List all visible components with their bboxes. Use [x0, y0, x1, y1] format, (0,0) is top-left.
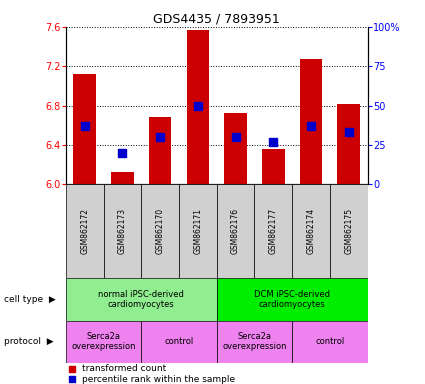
- Bar: [74, 74, 96, 184]
- Bar: [224, 114, 247, 184]
- Bar: [141, 321, 217, 363]
- Bar: [217, 278, 368, 321]
- Bar: [292, 184, 330, 278]
- Bar: [187, 30, 209, 184]
- Text: GSM862173: GSM862173: [118, 208, 127, 255]
- Bar: [337, 104, 360, 184]
- Point: [68, 366, 75, 372]
- Bar: [179, 184, 217, 278]
- Title: GDS4435 / 7893951: GDS4435 / 7893951: [153, 13, 280, 26]
- Bar: [141, 184, 179, 278]
- Bar: [66, 184, 104, 278]
- Point: [195, 103, 201, 109]
- Text: Serca2a
overexpression: Serca2a overexpression: [222, 332, 287, 351]
- Bar: [104, 184, 141, 278]
- Bar: [149, 118, 171, 184]
- Point: [270, 139, 277, 145]
- Bar: [300, 60, 322, 184]
- Text: GSM862171: GSM862171: [193, 209, 202, 254]
- Text: normal iPSC-derived
cardiomyocytes: normal iPSC-derived cardiomyocytes: [98, 290, 184, 309]
- Point: [68, 376, 75, 382]
- Bar: [111, 172, 134, 184]
- Point: [157, 134, 164, 140]
- Text: GSM862177: GSM862177: [269, 208, 278, 255]
- Bar: [217, 184, 255, 278]
- Point: [308, 123, 314, 129]
- Bar: [262, 149, 285, 184]
- Text: GSM862170: GSM862170: [156, 208, 164, 255]
- Text: GSM862175: GSM862175: [344, 208, 353, 255]
- Text: GSM862176: GSM862176: [231, 208, 240, 255]
- Text: control: control: [164, 337, 194, 346]
- Text: control: control: [315, 337, 345, 346]
- Text: transformed count: transformed count: [82, 364, 167, 373]
- Bar: [66, 278, 217, 321]
- Bar: [217, 321, 292, 363]
- Text: cell type  ▶: cell type ▶: [4, 295, 56, 304]
- Text: DCM iPSC-derived
cardiomyocytes: DCM iPSC-derived cardiomyocytes: [254, 290, 330, 309]
- Bar: [66, 321, 141, 363]
- Text: protocol  ▶: protocol ▶: [4, 337, 54, 346]
- Text: percentile rank within the sample: percentile rank within the sample: [82, 375, 235, 384]
- Point: [346, 129, 352, 136]
- Bar: [330, 184, 368, 278]
- Text: GSM862172: GSM862172: [80, 209, 89, 254]
- Point: [81, 123, 88, 129]
- Text: Serca2a
overexpression: Serca2a overexpression: [71, 332, 136, 351]
- Bar: [292, 321, 368, 363]
- Point: [232, 134, 239, 140]
- Bar: [255, 184, 292, 278]
- Point: [119, 150, 126, 156]
- Text: GSM862174: GSM862174: [306, 208, 315, 255]
